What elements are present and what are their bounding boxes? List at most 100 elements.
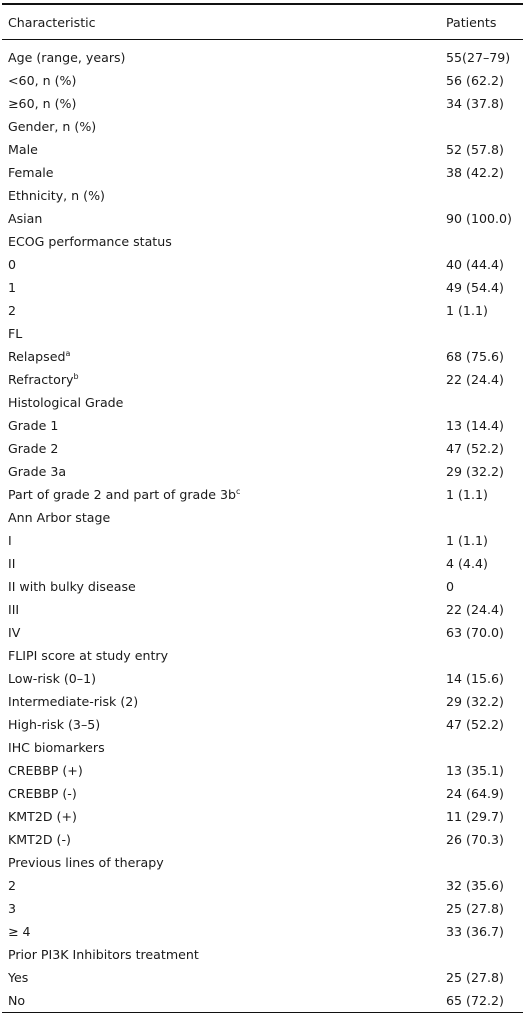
row-value: 68 (75.6)	[446, 349, 504, 364]
row-label: Age (range, years)	[8, 50, 126, 65]
row-label: <60, n (%)	[8, 73, 77, 88]
row-value: 24 (64.9)	[446, 786, 504, 801]
row-label: 0	[8, 257, 17, 272]
table-row: Refractoryb 22 (24.4)	[2, 368, 523, 391]
label-cell: Grade 2	[2, 437, 446, 460]
row-value: 25 (27.8)	[446, 970, 504, 985]
table-row: Yes 25 (27.8)	[2, 966, 523, 989]
row-label: Grade 2	[8, 441, 59, 456]
row-label: Relapsed	[8, 349, 66, 364]
value-cell: 22 (24.4)	[446, 368, 523, 391]
table-row: KMT2D (-) 26 (70.3)	[2, 828, 523, 851]
row-label: Male	[8, 142, 38, 157]
label-cell: FLIPI score at study entry	[2, 644, 446, 667]
table-row: I 1 (1.1)	[2, 529, 523, 552]
value-cell: 11 (29.7)	[446, 805, 523, 828]
row-value: 56 (62.2)	[446, 73, 504, 88]
table-row: Age (range, years) 55(27–79)	[2, 40, 523, 70]
label-cell: Prior PI3K Inhibitors treatment	[2, 943, 446, 966]
value-cell	[446, 851, 523, 874]
row-label: CREBBP (-)	[8, 786, 77, 801]
row-label: Grade 1	[8, 418, 59, 433]
value-cell: 90 (100.0)	[446, 207, 523, 230]
label-cell: Histological Grade	[2, 391, 446, 414]
header-cell: Characteristic	[8, 14, 96, 30]
label-cell: Female	[2, 161, 446, 184]
label-cell: CREBBP (-)	[2, 782, 446, 805]
label-cell: Ethnicity, n (%)	[2, 184, 446, 207]
table-row: CREBBP (-) 24 (64.9)	[2, 782, 523, 805]
row-label: KMT2D (+)	[8, 809, 77, 824]
label-cell: CREBBP (+)	[2, 759, 446, 782]
label-cell: KMT2D (+)	[2, 805, 446, 828]
header-row: Characteristic Patients	[2, 4, 523, 40]
label-cell: Relapseda	[2, 345, 446, 368]
label-cell: ≥60, n (%)	[2, 92, 446, 115]
row-value: 1 (1.1)	[446, 303, 488, 318]
value-cell: 47 (52.2)	[446, 713, 523, 736]
label-cell: II with bulky disease	[2, 575, 446, 598]
value-cell	[446, 322, 523, 345]
label-cell: Previous lines of therapy	[2, 851, 446, 874]
row-label: Histological Grade	[8, 395, 124, 410]
row-value: 22 (24.4)	[446, 602, 504, 617]
row-value: 47 (52.2)	[446, 441, 504, 456]
table-body: Age (range, years) 55(27–79) <60, n (%) 56 …	[2, 40, 523, 1013]
table-row: 2 1 (1.1)	[2, 299, 523, 322]
value-cell: 13 (35.1)	[446, 759, 523, 782]
table-row: Grade 2 47 (52.2)	[2, 437, 523, 460]
row-value: 4 (4.4)	[446, 556, 488, 571]
value-cell: 63 (70.0)	[446, 621, 523, 644]
table-row: II 4 (4.4)	[2, 552, 523, 575]
table-row: CREBBP (+) 13 (35.1)	[2, 759, 523, 782]
row-label: Prior PI3K Inhibitors treatment	[8, 947, 199, 962]
value-cell	[446, 506, 523, 529]
row-label: Asian	[8, 211, 43, 226]
table-row: IV 63 (70.0)	[2, 621, 523, 644]
row-label: 3	[8, 901, 17, 916]
table-row: Female 38 (42.2)	[2, 161, 523, 184]
footnote-mark: a	[65, 348, 71, 358]
row-value: 13 (35.1)	[446, 763, 504, 778]
value-cell: 56 (62.2)	[446, 69, 523, 92]
value-cell: 47 (52.2)	[446, 437, 523, 460]
row-value: 14 (15.6)	[446, 671, 504, 686]
table-row: <60, n (%) 56 (62.2)	[2, 69, 523, 92]
row-label: II	[8, 556, 16, 571]
value-cell: 68 (75.6)	[446, 345, 523, 368]
label-cell: Grade 3a	[2, 460, 446, 483]
table-row: Previous lines of therapy	[2, 851, 523, 874]
label-cell: IHC biomarkers	[2, 736, 446, 759]
label-cell: Gender, n (%)	[2, 115, 446, 138]
row-value: 38 (42.2)	[446, 165, 504, 180]
row-value: 34 (37.8)	[446, 96, 504, 111]
label-cell: ≥ 4	[2, 920, 446, 943]
row-label: III	[8, 602, 20, 617]
label-cell: II	[2, 552, 446, 575]
row-label: ≥60, n (%)	[8, 96, 77, 111]
label-cell: Intermediate-risk (2)	[2, 690, 446, 713]
row-label: I	[8, 533, 12, 548]
row-label: Part of grade 2 and part of grade 3b	[8, 487, 236, 502]
value-cell: 32 (35.6)	[446, 874, 523, 897]
value-cell: 1 (1.1)	[446, 483, 523, 506]
row-label: FL	[8, 326, 23, 341]
table-row: Ethnicity, n (%)	[2, 184, 523, 207]
value-cell: 26 (70.3)	[446, 828, 523, 851]
label-cell: ECOG performance status	[2, 230, 446, 253]
value-cell: 14 (15.6)	[446, 667, 523, 690]
row-value: 1 (1.1)	[446, 533, 488, 548]
row-label: KMT2D (-)	[8, 832, 71, 847]
row-label: II with bulky disease	[8, 579, 136, 594]
value-cell: 34 (37.8)	[446, 92, 523, 115]
row-value: 25 (27.8)	[446, 901, 504, 916]
row-value: 49 (54.4)	[446, 280, 504, 295]
table-row: II with bulky disease 0	[2, 575, 523, 598]
label-cell: No	[2, 989, 446, 1013]
table-row: III 22 (24.4)	[2, 598, 523, 621]
value-cell: 49 (54.4)	[446, 276, 523, 299]
row-value: 11 (29.7)	[446, 809, 504, 824]
row-value: 0	[446, 579, 455, 594]
table-row: Relapseda 68 (75.6)	[2, 345, 523, 368]
label-cell: Part of grade 2 and part of grade 3bc	[2, 483, 446, 506]
